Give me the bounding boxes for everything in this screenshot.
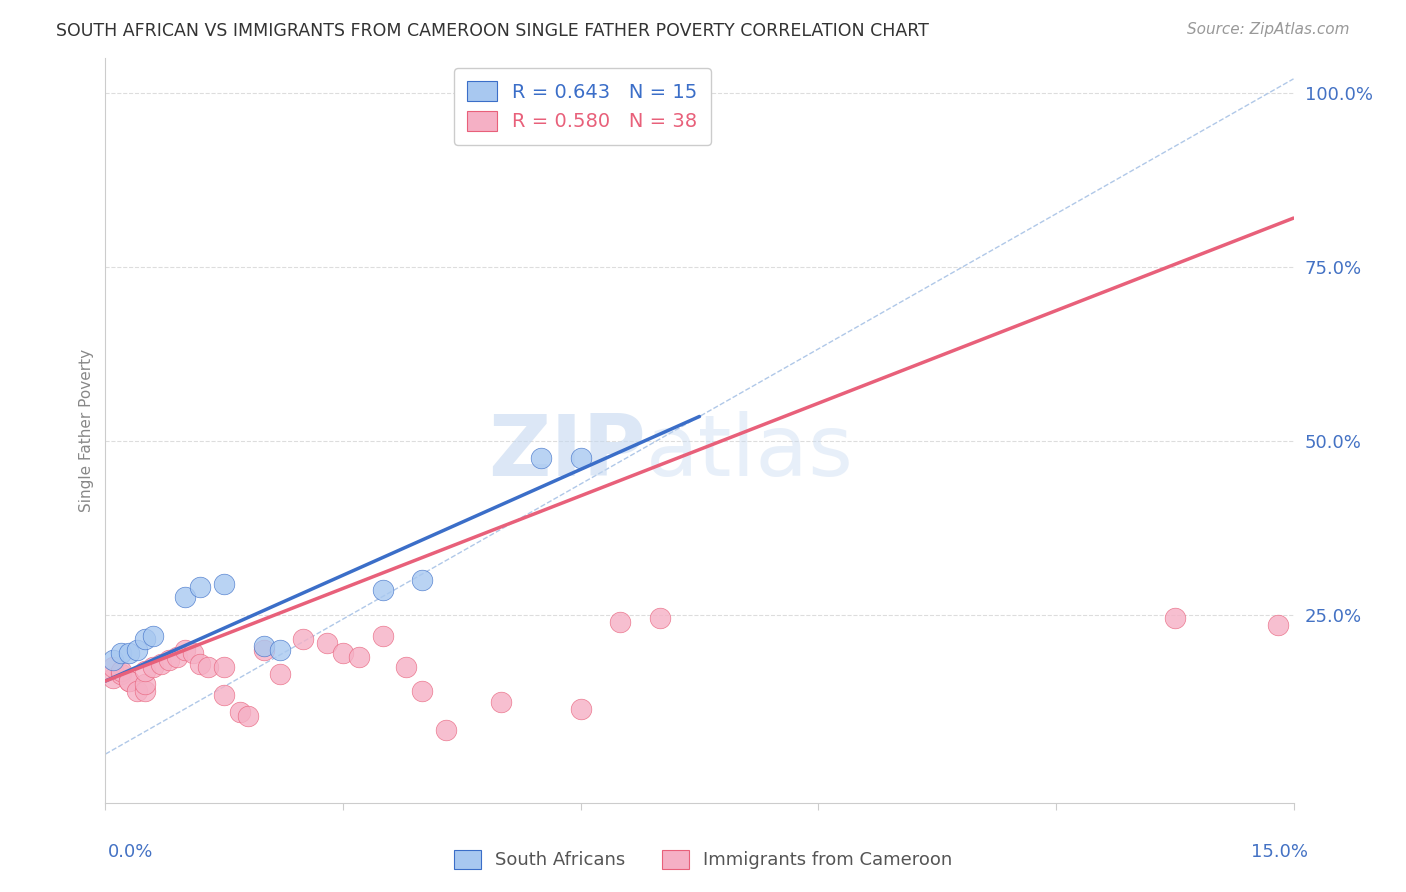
- Text: SOUTH AFRICAN VS IMMIGRANTS FROM CAMEROON SINGLE FATHER POVERTY CORRELATION CHAR: SOUTH AFRICAN VS IMMIGRANTS FROM CAMEROO…: [56, 22, 929, 40]
- Point: [103, 653, 125, 667]
- Point: [214, 576, 236, 591]
- Point: [236, 708, 259, 723]
- Point: [127, 642, 149, 657]
- Point: [110, 646, 132, 660]
- Point: [1164, 611, 1187, 625]
- Point: [253, 639, 276, 653]
- Point: [569, 451, 592, 466]
- Point: [173, 591, 195, 605]
- Point: [149, 657, 172, 671]
- Point: [134, 677, 156, 691]
- Point: [118, 673, 141, 688]
- Text: 0.0%: 0.0%: [108, 843, 153, 861]
- Point: [491, 695, 513, 709]
- Point: [434, 723, 457, 737]
- Point: [332, 646, 354, 660]
- Point: [347, 649, 370, 664]
- Point: [181, 646, 204, 660]
- Point: [134, 684, 156, 698]
- Point: [190, 580, 212, 594]
- Point: [609, 615, 631, 629]
- Point: [229, 706, 252, 720]
- Point: [371, 583, 394, 598]
- Point: [142, 660, 165, 674]
- Text: ZIP: ZIP: [488, 411, 645, 494]
- Point: [269, 667, 291, 681]
- Point: [110, 664, 132, 678]
- Point: [316, 636, 339, 650]
- Point: [411, 684, 433, 698]
- Point: [292, 632, 315, 647]
- Point: [103, 671, 125, 685]
- Point: [166, 649, 188, 664]
- Point: [134, 664, 156, 678]
- Legend: South Africans, Immigrants from Cameroon: South Africans, Immigrants from Cameroon: [444, 841, 962, 879]
- Y-axis label: Single Father Poverty: Single Father Poverty: [79, 349, 94, 512]
- Point: [253, 642, 276, 657]
- Point: [269, 642, 291, 657]
- Point: [190, 657, 212, 671]
- Point: [173, 642, 195, 657]
- Legend: R = 0.643   N = 15, R = 0.580   N = 38: R = 0.643 N = 15, R = 0.580 N = 38: [454, 68, 711, 145]
- Point: [569, 702, 592, 716]
- Point: [118, 646, 141, 660]
- Point: [411, 573, 433, 587]
- Point: [103, 660, 125, 674]
- Point: [157, 653, 180, 667]
- Point: [142, 629, 165, 643]
- Text: atlas: atlas: [645, 411, 853, 494]
- Point: [395, 660, 418, 674]
- Point: [127, 684, 149, 698]
- Point: [214, 660, 236, 674]
- Point: [371, 629, 394, 643]
- Text: 15.0%: 15.0%: [1250, 843, 1308, 861]
- Point: [1267, 618, 1289, 632]
- Text: Source: ZipAtlas.com: Source: ZipAtlas.com: [1187, 22, 1350, 37]
- Point: [197, 660, 219, 674]
- Point: [110, 667, 132, 681]
- Point: [530, 451, 553, 466]
- Point: [214, 688, 236, 702]
- Point: [134, 632, 156, 647]
- Point: [118, 673, 141, 688]
- Point: [648, 611, 671, 625]
